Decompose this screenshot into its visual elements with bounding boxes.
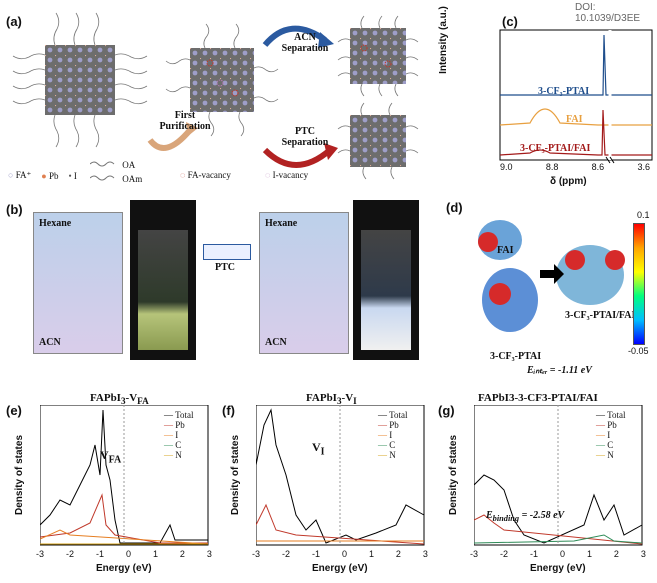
dos-xticks-f: -3 -2 -1 0 1 2 3 (252, 549, 428, 559)
nanocrystal-as-synthesized (12, 12, 148, 148)
nanocrystal-ptc (337, 102, 419, 180)
legend-i-vacancy-row: ◌ I-vacancy (265, 170, 309, 180)
vial-photo-right (353, 200, 419, 360)
vial-photo-left (130, 200, 196, 360)
dos-xlabel-e: Energy (eV) (96, 563, 152, 574)
acn-label-right: ACN (265, 337, 287, 348)
dos-legend-g: — Total — Pb — I — C — N (596, 410, 626, 460)
dos-title-e: FAPbI3-VFA (90, 392, 149, 407)
esp-label-fai: FAI (497, 245, 514, 256)
dos-annot-e: VFA (100, 448, 122, 466)
legend-oa-row: OA (89, 160, 136, 170)
legend-i: I (73, 170, 77, 181)
nmr-xtick: 3.6 (637, 162, 650, 172)
panel-label-b: (b) (6, 202, 23, 217)
legend-pb: Pb (48, 170, 59, 181)
ptc-separation-label: PTC Separation (281, 126, 329, 148)
esp-label-ptai: 3-CF₃-PTAI (490, 351, 542, 362)
legend-fa-vacancy-row: ◌ FA-vacancy (180, 170, 231, 180)
oa-chain-icon (89, 161, 115, 167)
nmr-series-fai (499, 108, 652, 126)
panel-label-g: (g) (438, 403, 455, 418)
dos-title-g: FAPbI3-3-CF3-PTAI/FAI (478, 392, 598, 404)
dos-total-e (40, 409, 208, 544)
acn-separation-label: ACN Separation (281, 32, 329, 54)
dos-ylabel-g: Density of states (448, 434, 459, 516)
dos-legend-e: — Total — Pb — I — C — N (164, 410, 194, 460)
dos-pb-e (40, 493, 208, 544)
dos-axes-frame-f (256, 405, 425, 546)
dos-axes-frame-g (474, 405, 643, 546)
ptc-arrow (203, 244, 251, 260)
dos-pb-g (474, 514, 643, 545)
solvent-box-right: Hexane ACN (259, 212, 349, 354)
dos-annot-g: Ebinding = -2.58 eV (486, 510, 565, 523)
ptc-label: PTC (215, 262, 235, 273)
panel-label-d: (d) (446, 200, 463, 215)
panel-label-c: (c) (502, 14, 518, 29)
legend-oa: OA (122, 160, 136, 170)
dos-total-g (474, 474, 643, 544)
panel-c-nmr-chart (499, 29, 653, 164)
dos-plot-g (474, 405, 643, 546)
dos-ylabel-e: Density of states (14, 434, 25, 516)
colorbar-max-label: 0.1 (637, 210, 650, 220)
dos-legend-f: — Total — Pb — I — C — N (378, 410, 408, 460)
nmr-xtick: 9.0 (500, 162, 513, 172)
nmr-series-ptai (500, 34, 652, 96)
dos-ylabel-f: Density of states (230, 434, 241, 516)
first-purification-arrow (147, 128, 193, 151)
doi-text: DOI: 10.1039/D3EE (575, 2, 641, 24)
legend-fa: FA⁺ (15, 170, 32, 180)
legend-oam-row: OAm (89, 174, 143, 184)
panel-a-legend: ○ FA⁺ ● Pb • I (8, 170, 77, 181)
nmr-series-ptai-fai (499, 109, 652, 156)
dos-xticks-e: -3 -2 -1 0 1 2 3 (36, 549, 212, 559)
first-purification-label: First Purification (159, 110, 211, 132)
nmr-xticks: 9.0 8.8 8.6 3.6 (500, 162, 650, 172)
nmr-xtick: 8.8 (545, 162, 559, 172)
dos-pb-f (256, 503, 425, 545)
panel-label-a: (a) (6, 14, 22, 29)
esp-colorbar (633, 223, 645, 345)
nanocrystal-acn (337, 15, 419, 97)
panel-d-esp-maps (478, 220, 625, 332)
acn-label-left: ACN (39, 337, 61, 348)
dos-i-e (40, 529, 209, 545)
legend-i-vacancy: I-vacancy (272, 170, 309, 180)
esp-arrow (540, 264, 564, 284)
dos-c-g (474, 534, 643, 544)
nmr-series-label-ptai: 3-CF₃-PTAI (538, 86, 590, 97)
acn-separation-arrow (262, 25, 327, 48)
oam-chain-icon (89, 175, 115, 181)
dos-plot-e (40, 405, 209, 546)
solvent-box-left: Hexane ACN (33, 212, 123, 354)
legend-fa-vacancy: FA-vacancy (187, 170, 231, 180)
nanocrystal-purified (165, 23, 279, 137)
nmr-series-label-ptai-fai: 3-CF₃-PTAI/FAI (520, 143, 591, 154)
panel-label-e: (e) (6, 403, 22, 418)
nmr-xtick: 8.6 (591, 162, 605, 172)
panel-a-schematic (12, 12, 419, 180)
ptc-separation-arrow (262, 147, 332, 168)
panel-label-f: (f) (222, 403, 235, 418)
nmr-xlabel: δ (ppm) (550, 176, 587, 187)
dos-xticks-g: -3 -2 -1 0 1 2 3 (470, 549, 646, 559)
hexane-label-left: Hexane (39, 218, 72, 229)
dos-xlabel-f: Energy (eV) (312, 563, 368, 574)
colorbar-min-label: -0.05 (628, 346, 649, 356)
dos-plot-f (256, 405, 425, 546)
dos-annot-f: VI (312, 440, 325, 458)
esp-label-complex: 3-CF₃-PTAI/FAI (565, 310, 636, 321)
nmr-ylabel: Intensity (a.u.) (438, 6, 449, 74)
e-inter-label: Eᵢₙₜₑᵣ = -1.11 eV (527, 365, 592, 376)
dos-axes-frame-e (40, 405, 209, 546)
hexane-label-right: Hexane (265, 218, 298, 229)
nmr-series-label-fai: FAI (566, 114, 583, 125)
dos-title-f: FAPbI3-VI (306, 392, 357, 407)
dos-xlabel-g: Energy (eV) (530, 563, 586, 574)
legend-oam: OAm (122, 174, 143, 184)
dos-total-f (256, 408, 425, 544)
